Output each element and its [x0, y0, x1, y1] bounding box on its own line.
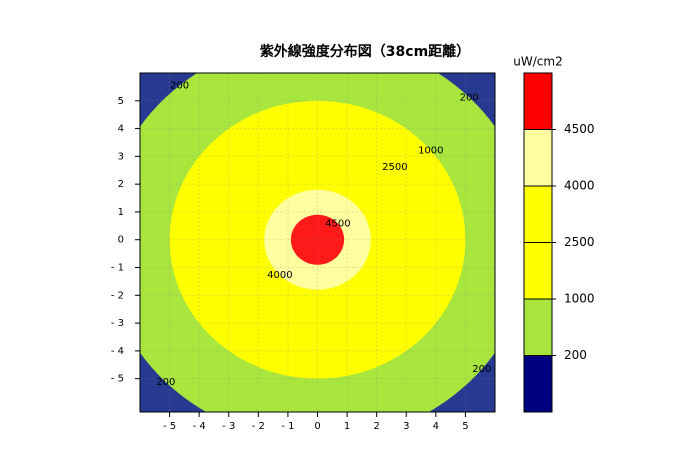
- colorbar-band: [524, 299, 552, 356]
- y-tick-label: 5: [118, 96, 124, 107]
- colorbar-band: [524, 355, 552, 412]
- colorbar-band: [524, 73, 552, 130]
- colorbar-tick-label: 4500: [564, 122, 595, 136]
- x-tick-label: 2: [373, 421, 379, 432]
- x-tick-label: 0: [314, 421, 320, 432]
- contour-label: 200: [460, 92, 479, 103]
- contour-label: 200: [170, 80, 189, 91]
- contour-label: 1000: [418, 145, 443, 156]
- y-tick-label: 3: [118, 151, 124, 162]
- colorbar-band: [524, 186, 552, 243]
- colorbar-band: [524, 242, 552, 299]
- contour-label: 4500: [325, 219, 350, 230]
- contour-label: 2500: [382, 162, 407, 173]
- y-tick-label: 0: [118, 235, 124, 246]
- y-tick-label: - 2: [111, 290, 124, 301]
- colorbar-band: [524, 129, 552, 186]
- contour-label: 200: [472, 364, 491, 375]
- colorbar-tick-label: 2500: [564, 235, 595, 249]
- x-tick-label: - 1: [281, 421, 294, 432]
- y-tick-label: - 5: [111, 374, 124, 385]
- plot-area: 200 200 200 200 1000 2500 4000 4500: [140, 73, 495, 412]
- colorbar-tick-label: 1000: [564, 292, 595, 306]
- x-tick-label: - 4: [193, 421, 206, 432]
- contour-label: 4000: [267, 270, 292, 281]
- y-tick-label: - 3: [111, 318, 124, 329]
- x-tick-label: - 2: [252, 421, 265, 432]
- colorbar-tick-label: 4000: [564, 179, 595, 193]
- y-tick-label: 2: [118, 179, 124, 190]
- x-tick-label: 1: [344, 421, 350, 432]
- colorbar-label: uW/cm2: [513, 55, 562, 69]
- colorbar-tick-label: 200: [564, 348, 587, 362]
- y-tick-label: - 1: [111, 263, 124, 274]
- x-tick-label: 4: [433, 421, 439, 432]
- y-tick-label: 4: [118, 124, 124, 135]
- x-tick-label: 3: [403, 421, 409, 432]
- x-tick-label: - 3: [222, 421, 235, 432]
- chart-title: 紫外線強度分布図（38cm距離）: [260, 43, 470, 60]
- contour-region: [290, 214, 345, 265]
- y-tick-label: 1: [118, 207, 124, 218]
- x-tick-label: - 5: [163, 421, 176, 432]
- contour-label: 200: [156, 377, 175, 388]
- x-tick-label: 5: [462, 421, 468, 432]
- y-tick-label: - 4: [111, 346, 124, 357]
